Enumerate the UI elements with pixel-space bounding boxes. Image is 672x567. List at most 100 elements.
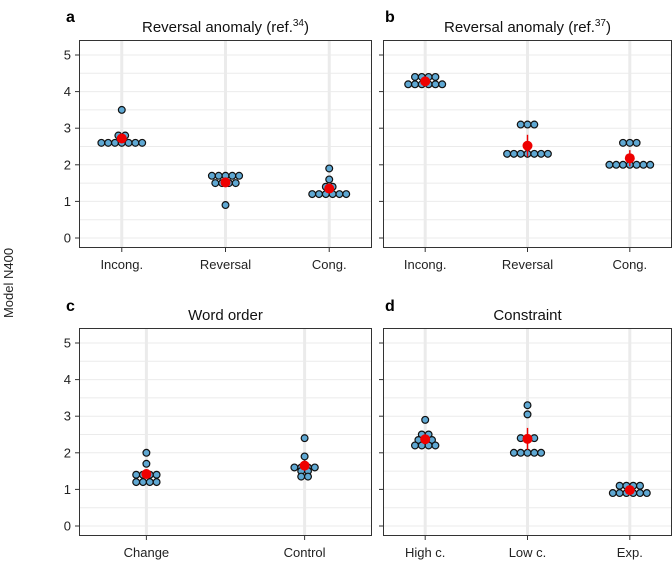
panel-b: Incong. Reversal Cong. Reversal anomaly (re…: [379, 9, 672, 272]
data-point: [290, 463, 299, 472]
data-point: [636, 489, 645, 498]
panel-d: High c. Low c. Exp. Constraint d: [379, 298, 672, 560]
plot-area: [79, 328, 372, 536]
data-point: [231, 179, 240, 188]
panel-letter: c: [66, 298, 75, 315]
panel-title: Word order: [188, 307, 263, 324]
data-point: [325, 164, 334, 173]
data-point: [537, 448, 546, 457]
data-point: [530, 149, 539, 158]
data-point: [300, 452, 309, 461]
mean-point: [522, 140, 533, 151]
data-point: [530, 120, 539, 129]
data-point: [228, 171, 237, 180]
mean-point: [624, 485, 635, 496]
x-tick-label: Cong.: [612, 257, 647, 272]
mean-point: [299, 460, 310, 471]
x-tick-label: Cong.: [312, 257, 347, 272]
data-point: [605, 160, 614, 169]
data-point: [516, 120, 525, 129]
data-point: [404, 80, 413, 89]
mean-point: [420, 76, 431, 87]
y-tick-label: 3: [64, 409, 71, 424]
data-point: [104, 138, 113, 147]
x-tick-label: Reversal: [200, 257, 251, 272]
data-point: [646, 160, 655, 169]
y-tick-label: 0: [64, 231, 71, 246]
x-tick-label: Incong.: [404, 257, 447, 272]
panel-letter: d: [385, 298, 395, 315]
y-tick-label: 0: [64, 519, 71, 534]
data-point: [516, 448, 525, 457]
data-point: [509, 448, 518, 457]
data-point: [410, 80, 419, 89]
mean-point: [522, 433, 533, 444]
data-point: [431, 80, 440, 89]
mean-point: [220, 177, 231, 188]
data-point: [632, 138, 641, 147]
data-point: [612, 160, 621, 169]
data-point: [503, 149, 512, 158]
data-point: [523, 120, 532, 129]
panel-letter: a: [66, 9, 75, 26]
data-point: [421, 415, 430, 424]
x-tick-label: Control: [284, 545, 326, 560]
x-tick-label: Reversal: [502, 257, 553, 272]
panel-title: Reversal anomaly (ref.37): [444, 18, 611, 36]
data-point: [342, 190, 351, 199]
data-point: [211, 179, 220, 188]
data-point: [335, 190, 344, 199]
data-point: [97, 138, 106, 147]
data-point: [131, 138, 140, 147]
data-point: [509, 149, 518, 158]
panel-c: 0 1 2 3 4 5 Change Control Word order c: [64, 298, 372, 560]
data-point: [639, 160, 648, 169]
mean-point: [624, 153, 635, 164]
y-tick-label: 4: [64, 372, 71, 387]
y-axis-label: Model N400: [1, 248, 16, 318]
data-point: [145, 478, 154, 487]
data-point: [431, 72, 440, 81]
panel-title: Constraint: [493, 307, 562, 324]
x-tick-label: Low c.: [509, 545, 547, 560]
x-tick-label: Incong.: [100, 257, 143, 272]
data-point: [152, 470, 161, 479]
data-point: [214, 171, 223, 180]
y-tick-label: 1: [64, 194, 71, 209]
data-point: [636, 481, 645, 490]
data-point: [142, 459, 151, 468]
mean-point: [420, 434, 431, 445]
panels-container: 0 1 2 3 4 5 Incong. Reversal Cong. Reversal anoma…: [64, 9, 672, 560]
data-point: [132, 478, 141, 487]
y-tick-label: 5: [64, 48, 71, 63]
data-point: [438, 80, 447, 89]
data-point: [608, 489, 617, 498]
data-point: [410, 441, 419, 450]
data-point: [410, 72, 419, 81]
data-point: [516, 149, 525, 158]
data-point: [207, 171, 216, 180]
data-point: [308, 190, 317, 199]
data-point: [132, 470, 141, 479]
data-point: [642, 489, 651, 498]
data-point: [523, 401, 532, 410]
panel-title: Reversal anomaly (ref.34): [142, 18, 309, 36]
mean-point: [116, 133, 127, 144]
data-point: [142, 448, 151, 457]
y-tick-label: 5: [64, 336, 71, 351]
y-tick-label: 2: [64, 157, 71, 172]
data-point: [523, 410, 532, 419]
data-point: [297, 472, 306, 481]
y-tick-label: 3: [64, 121, 71, 136]
data-point: [325, 175, 334, 184]
data-point: [315, 190, 324, 199]
data-point: [152, 478, 161, 487]
data-point: [117, 105, 126, 114]
y-tick-label: 4: [64, 84, 71, 99]
data-point: [530, 448, 539, 457]
data-point: [138, 478, 147, 487]
panel-frame: [79, 328, 372, 536]
y-tick-label: 2: [64, 445, 71, 460]
data-point: [619, 138, 628, 147]
